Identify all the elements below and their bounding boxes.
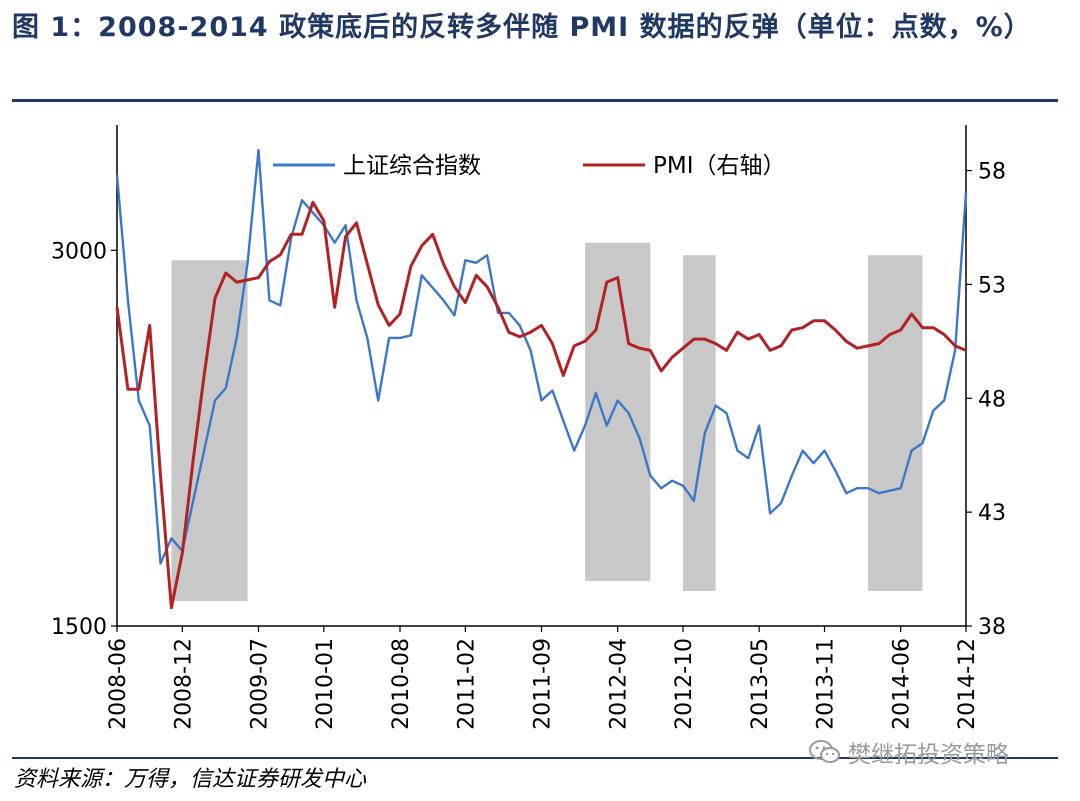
x-tick-label: 2010-01 — [313, 638, 338, 730]
x-tick-label: 2014-06 — [890, 638, 915, 730]
right-tick-label: 38 — [978, 615, 1006, 640]
right-tick-label: 53 — [978, 273, 1006, 298]
watermark: 樊继拓投资策略 — [808, 735, 1009, 769]
left-tick-label: 1500 — [51, 615, 107, 640]
x-tick-label: 2011-09 — [531, 638, 556, 730]
x-tick-label: 2011-02 — [454, 638, 479, 730]
wechat-icon — [809, 740, 840, 763]
chart-title: 图 1：2008-2014 政策底后的反转多伴随 PMI 数据的反弹（单位：点数… — [12, 12, 1032, 43]
x-tick-label: 2012-10 — [672, 638, 697, 730]
watermark-text: 樊继拓投资策略 — [848, 742, 1009, 768]
legend-label: 上证综合指数 — [343, 153, 481, 179]
shanghai-index-line — [115, 148, 968, 565]
legend: 上证综合指数 PMI（右轴） — [273, 153, 786, 179]
x-tick-label: 2012-04 — [607, 638, 632, 730]
x-tick-label: 2013-05 — [748, 638, 773, 730]
shaded-period — [868, 255, 923, 591]
shaded-period — [683, 255, 716, 591]
x-tick-label: 2008-12 — [171, 638, 196, 730]
source-note: 资料来源：万得，信达证券研发中心 — [14, 767, 367, 792]
x-tick-label: 2009-07 — [248, 638, 273, 730]
right-tick-label: 58 — [978, 160, 1006, 185]
x-tick-label: 2010-08 — [389, 638, 414, 730]
right-tick-label: 48 — [978, 387, 1006, 412]
x-tick-label: 2014-12 — [955, 638, 980, 730]
shaded-periods — [171, 242, 923, 601]
title-rule — [12, 99, 1058, 102]
pmi-line — [115, 200, 967, 610]
series-lines — [115, 148, 968, 610]
left-tick-label: 3000 — [51, 239, 107, 264]
legend-label: PMI（右轴） — [653, 153, 786, 179]
axes: 1500 3000 38 43 48 53 58 2008-06 2008-12 2009-07 2… — [51, 125, 1006, 730]
x-tick-label: 2013-11 — [814, 638, 839, 730]
footer-rule — [12, 757, 1058, 759]
right-tick-label: 43 — [978, 501, 1006, 526]
chart-area: 1500 3000 38 43 48 53 58 2008-06 2008-12 2009-07 2… — [51, 125, 1006, 730]
shaded-period — [585, 242, 651, 581]
x-tick-label: 2008-06 — [106, 638, 131, 730]
